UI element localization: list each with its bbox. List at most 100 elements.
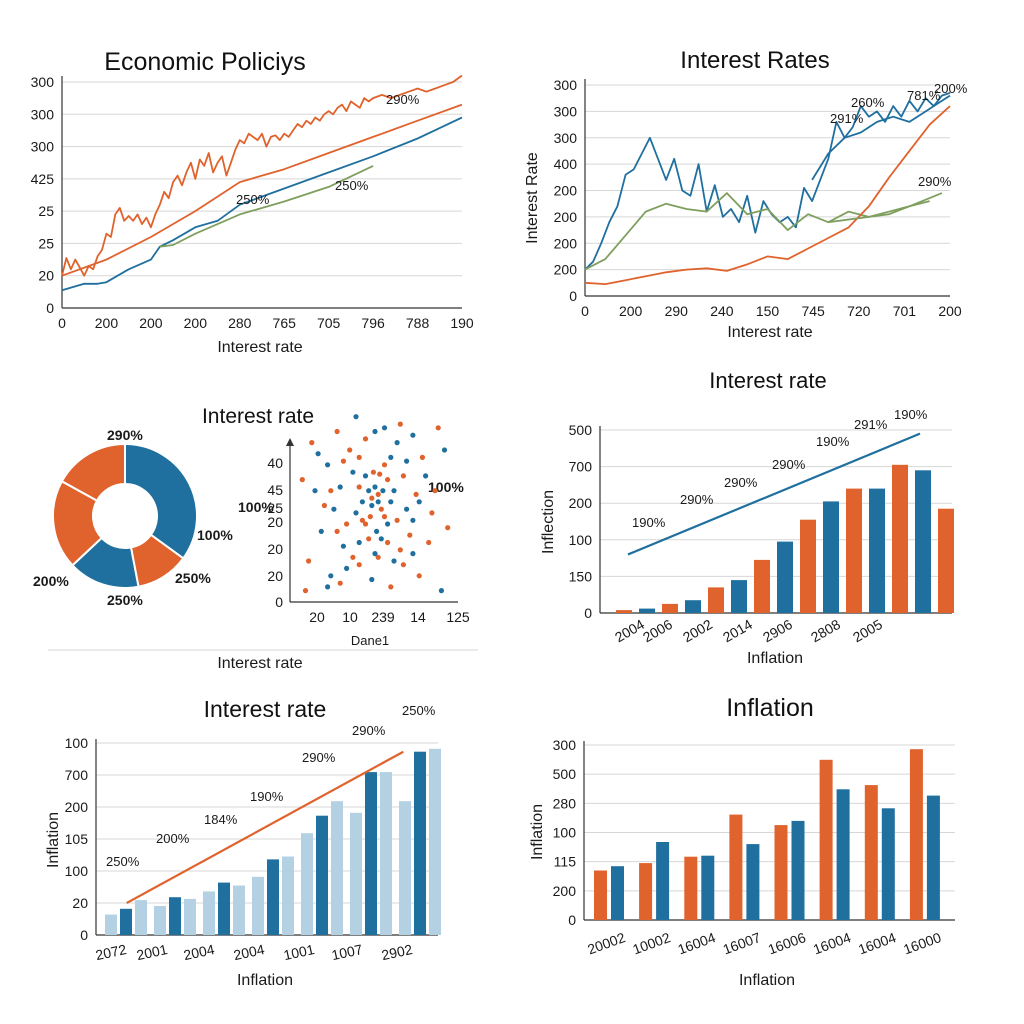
y-tick-label: 500: [553, 766, 577, 782]
scatter-point: [315, 451, 321, 457]
x-tick-label: 20002: [585, 929, 627, 957]
y-tick-label: 0: [569, 288, 577, 304]
x-tick-label: 796: [361, 315, 385, 331]
bar: [915, 470, 931, 613]
x-tick-label: 16007: [721, 929, 763, 957]
scatter-point: [372, 551, 378, 557]
bar: [777, 541, 793, 613]
y-tick-label: 0: [46, 300, 54, 316]
bar: [774, 825, 788, 920]
y-tick-label: 40: [267, 455, 283, 471]
bar: [594, 870, 607, 920]
x-tick-label: 2902: [380, 941, 414, 963]
y-tick-label: 400: [554, 156, 578, 172]
annotation-label: 250%: [236, 192, 270, 207]
bar: [429, 748, 441, 935]
x-axis-label: Interest rate: [727, 324, 812, 341]
bar: [169, 897, 181, 935]
bar: [823, 501, 839, 613]
y-axis-label: Interest Rate: [524, 152, 541, 244]
scatter-point: [353, 510, 359, 516]
scatter-point: [362, 521, 369, 527]
scatter-point: [391, 558, 397, 564]
scatter-point: [388, 499, 394, 505]
bar: [836, 789, 850, 920]
series-line-0: [584, 92, 951, 271]
y-tick-label: 300: [554, 130, 578, 146]
bar: [301, 833, 313, 935]
y-tick-label: 25: [267, 500, 283, 516]
y-tick-label: 300: [31, 74, 55, 90]
bar: [331, 801, 343, 935]
scatter-point: [353, 414, 359, 420]
scatter-point: [404, 458, 410, 464]
scatter-point: [321, 502, 327, 509]
y-tick-label: 20: [267, 541, 283, 557]
scatter-point: [362, 473, 369, 479]
scatter-point: [445, 525, 451, 531]
bar: [135, 900, 147, 935]
panel-economic-policies: Economic Policiys 0 20 25 25 425 300 300 300 0 200…: [31, 48, 474, 356]
x-tick-label: 720: [847, 303, 871, 319]
scatter-point: [410, 551, 416, 557]
slice-label: 290%: [107, 427, 143, 443]
scatter-point: [356, 539, 362, 546]
scatter-point: [416, 499, 422, 505]
annotation-label: 190%: [816, 434, 850, 449]
y-axis-arrow-icon: [286, 438, 294, 446]
annotation-label: 250%: [106, 854, 140, 869]
annotation-label: 291%: [854, 417, 888, 432]
y-tick-label: 0: [568, 912, 576, 928]
slice-label: 250%: [175, 570, 211, 586]
x-tick-label: 788: [406, 315, 430, 331]
y-tick-label: 200: [569, 495, 593, 511]
scatter-point: [344, 521, 350, 527]
series-line-2: [61, 116, 463, 292]
x-tick-label: 705: [317, 315, 341, 331]
y-tick-label: 300: [554, 77, 578, 93]
y-tick-label: 300: [31, 139, 55, 155]
scatter-point: [366, 488, 372, 494]
annotation-label: 290%: [352, 723, 386, 738]
y-tick-label: 105: [65, 831, 89, 847]
bar: [203, 891, 215, 935]
annotation-label: 290%: [680, 492, 714, 507]
chart-title: Interest rate: [709, 368, 826, 393]
scatter-point: [359, 499, 365, 505]
x-tick-label: 16000: [901, 929, 943, 957]
y-tick-label: 500: [569, 422, 593, 438]
x-tick-label: 16004: [856, 929, 898, 957]
scatter-point: [391, 488, 397, 494]
x-tick-label: 125: [446, 609, 470, 625]
scatter-point: [435, 425, 441, 431]
scatter-point: [369, 576, 375, 583]
x-tick-label: 290: [665, 303, 689, 319]
annotation-label: 290%: [386, 92, 420, 107]
scatter-point: [419, 454, 425, 460]
scatter-point: [388, 454, 394, 460]
y-tick-label: 20: [72, 895, 88, 911]
y-tick-label: 20: [38, 268, 54, 284]
scatter-point: [325, 584, 331, 590]
x-tick-label: 2006: [640, 616, 675, 646]
scatter-point: [325, 462, 331, 468]
x-tick-label: 200: [139, 315, 163, 331]
annotation-label: 291%: [830, 111, 864, 126]
scatter-point: [423, 473, 429, 479]
y-tick-label: 200: [553, 883, 577, 899]
annotation-label: 184%: [204, 812, 238, 827]
bar: [399, 801, 411, 935]
annotation-label: 200%: [934, 81, 968, 96]
bar: [639, 863, 653, 920]
scatter-point: [404, 506, 410, 512]
x-tick-label: 2014: [720, 616, 755, 646]
y-tick-label: 100: [65, 735, 89, 751]
bar: [864, 785, 878, 920]
y-tick-label: 200: [65, 799, 89, 815]
scatter-point: [388, 584, 394, 590]
x-tick-label: 16006: [766, 929, 808, 957]
bar: [233, 885, 245, 935]
y-axis-label: Inflation: [45, 812, 62, 868]
